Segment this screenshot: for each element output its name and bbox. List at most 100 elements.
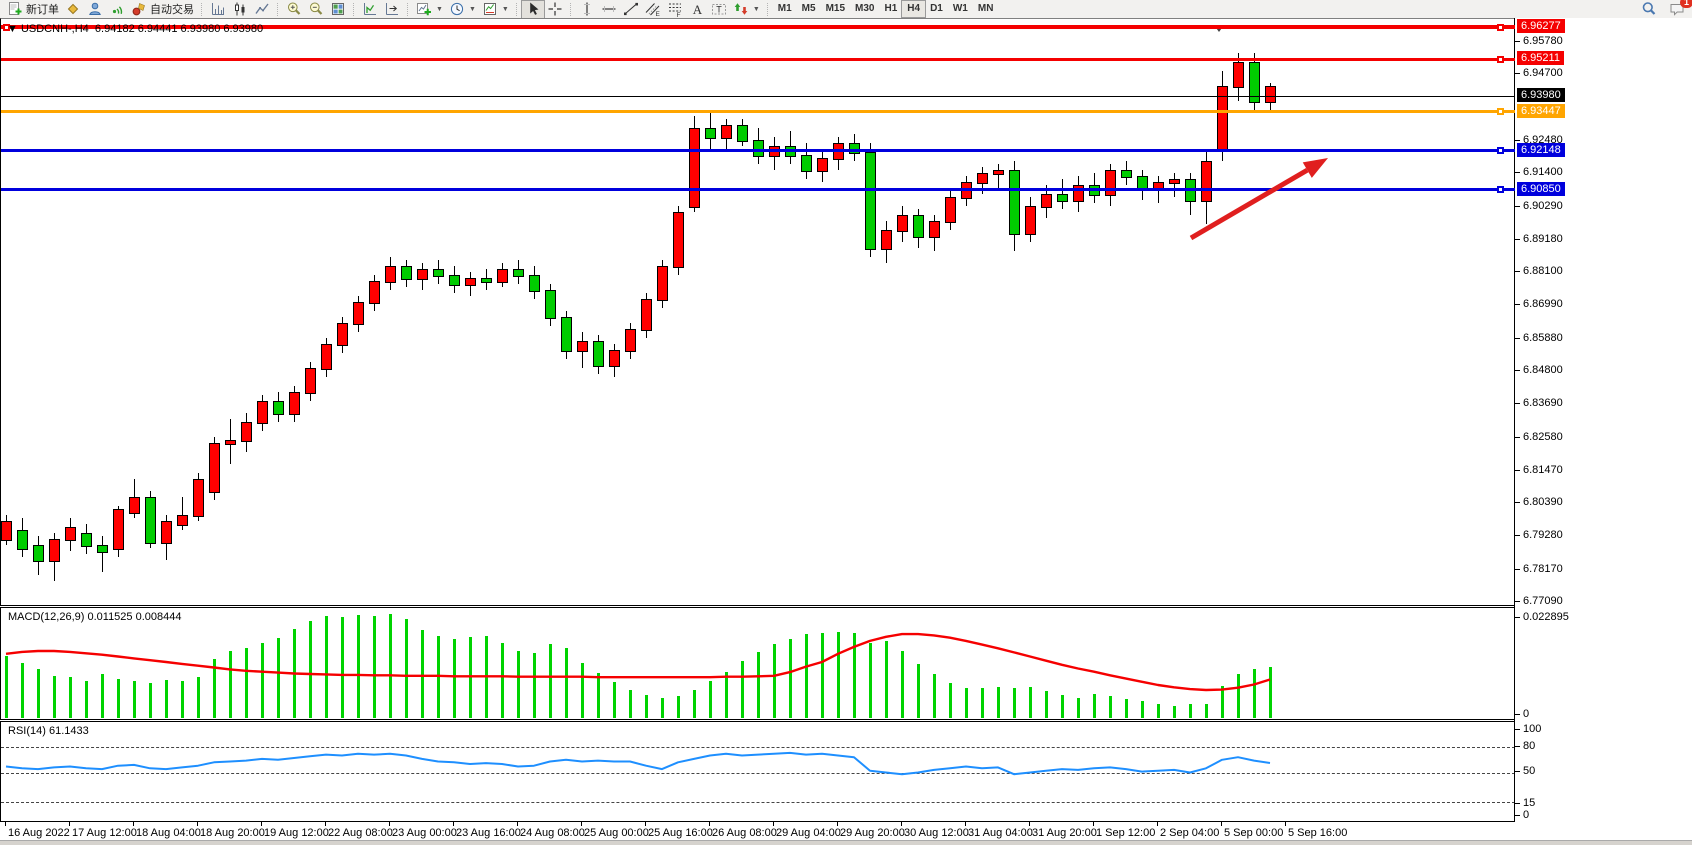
trendline-icon[interactable] <box>620 1 642 18</box>
line-chart-icon[interactable] <box>251 1 273 18</box>
candle <box>65 526 76 541</box>
crosshair-icon <box>547 1 563 17</box>
timeframe-m5[interactable]: M5 <box>801 3 816 14</box>
macd-axis-tick <box>1515 617 1520 618</box>
fibonacci-icon[interactable]: F <box>664 1 686 18</box>
candle <box>625 329 636 353</box>
vertical-line-icon[interactable] <box>576 1 598 18</box>
time-tick <box>453 822 454 826</box>
chevron-down-icon[interactable]: ▼ <box>752 5 760 13</box>
chevron-down-icon[interactable]: ▼ <box>436 5 443 13</box>
time-tick <box>901 822 902 826</box>
signals-icon[interactable] <box>106 1 128 18</box>
time-tick <box>837 822 838 826</box>
macd-histogram-bar <box>789 639 792 718</box>
line-handle[interactable] <box>1497 108 1504 116</box>
rsi-pane: RSI(14) 61.1433 <box>0 721 1515 822</box>
candle <box>849 143 860 155</box>
templates-icon[interactable]: ▼ <box>479 1 512 18</box>
arrows-icon[interactable]: ▼ <box>730 1 763 18</box>
timeframe-mn[interactable]: MN <box>977 3 994 14</box>
auto-arrange-icon <box>362 1 378 17</box>
bar-chart-icon[interactable] <box>207 1 229 18</box>
macd-histogram-bar <box>1237 674 1240 718</box>
bid-price-line <box>1 95 1515 97</box>
zoom-out-icon <box>308 1 324 17</box>
rsi-level-line <box>1 772 1515 774</box>
crosshair-icon[interactable] <box>544 1 566 18</box>
macd-axis-label: 0.022895 <box>1523 611 1569 623</box>
market-watch-icon[interactable] <box>84 1 106 18</box>
candle <box>561 317 572 353</box>
cursor-icon[interactable] <box>520 0 545 19</box>
candle-wick <box>182 496 183 530</box>
autotrade-icon <box>131 1 147 17</box>
rsi-level-line <box>1 747 1515 748</box>
price-tick <box>1515 601 1520 602</box>
toolbar-separator <box>353 2 355 16</box>
candle <box>81 532 92 547</box>
text-label-icon[interactable]: T <box>708 1 730 18</box>
candle <box>129 496 140 514</box>
line-handle[interactable] <box>3 23 10 31</box>
periods-icon[interactable]: ▼ <box>446 1 479 18</box>
line-chart-icon <box>254 1 270 17</box>
new-order-button[interactable]: 新订单 <box>4 1 62 18</box>
line-handle[interactable] <box>1497 23 1504 31</box>
horizontal-level-line[interactable] <box>1 188 1515 192</box>
candle <box>801 155 812 173</box>
timeframe-w1[interactable]: W1 <box>952 3 968 14</box>
price-tick-label: 6.85880 <box>1523 331 1563 344</box>
horizontal-level-line[interactable] <box>1 25 1515 30</box>
candle <box>513 269 524 278</box>
tile-windows-icon[interactable] <box>327 1 349 18</box>
candlestick-chart-icon[interactable] <box>229 1 251 18</box>
candle <box>929 221 940 239</box>
line-handle[interactable] <box>1497 186 1504 194</box>
macd-histogram-bar <box>901 651 904 718</box>
candle <box>1233 62 1244 89</box>
candle <box>945 197 956 224</box>
timeframe-h1[interactable]: H1 <box>884 3 898 14</box>
text-icon[interactable]: A <box>686 1 708 18</box>
timeframe-m30[interactable]: M30 <box>855 3 875 14</box>
chevron-down-icon[interactable]: ▼ <box>468 5 476 13</box>
macd-histogram-bar <box>661 697 664 718</box>
horizontal-line-icon[interactable] <box>598 1 620 18</box>
autotrade-button[interactable]: 自动交易 <box>128 1 197 18</box>
zoom-in-icon[interactable] <box>283 1 305 18</box>
macd-axis-label: 0 <box>1523 708 1530 720</box>
line-handle[interactable] <box>1497 55 1504 63</box>
price-axis: 6.95780 6.94700 6.92480 6.91400 6.90290 6.891… <box>1514 18 1692 822</box>
candle <box>49 538 60 562</box>
macd-histogram-bar <box>965 688 968 718</box>
timeframe-h4[interactable]: H4 <box>901 0 927 18</box>
indicators-icon[interactable]: ▼ <box>413 1 446 18</box>
search-button[interactable] <box>1638 1 1660 18</box>
candle <box>449 275 460 287</box>
horizontal-level-line[interactable] <box>1 57 1515 61</box>
timeframe-d1[interactable]: D1 <box>930 3 943 14</box>
price-tick <box>1515 337 1520 339</box>
price-tick-label: 6.95780 <box>1523 35 1563 47</box>
trend-arrow[interactable] <box>1 19 1515 605</box>
timeframe-m15[interactable]: M15 <box>825 3 846 14</box>
notifications-button[interactable]: 1 <box>1666 0 1692 18</box>
price-badge: 6.93447 <box>1517 103 1565 118</box>
horizontal-level-line[interactable] <box>1 110 1515 114</box>
profiles-icon[interactable] <box>62 1 84 18</box>
macd-axis-tick <box>1515 714 1520 715</box>
candle <box>193 478 204 517</box>
macd-histogram-bar <box>341 617 344 718</box>
line-handle[interactable] <box>1497 147 1504 155</box>
equidistant-channel-icon[interactable]: E <box>642 1 664 18</box>
chevron-down-icon[interactable]: ▼ <box>501 5 509 13</box>
zoom-out-icon[interactable] <box>305 1 327 18</box>
time-tick <box>1093 822 1094 826</box>
chart-shift-icon[interactable] <box>381 1 403 18</box>
svg-text:T: T <box>716 4 722 14</box>
symbol-dropdown-icon[interactable]: ▼ <box>7 23 21 35</box>
timeframe-m1[interactable]: M1 <box>777 3 792 14</box>
auto-arrange-icon[interactable] <box>359 1 381 18</box>
horizontal-level-line[interactable] <box>1 149 1515 153</box>
